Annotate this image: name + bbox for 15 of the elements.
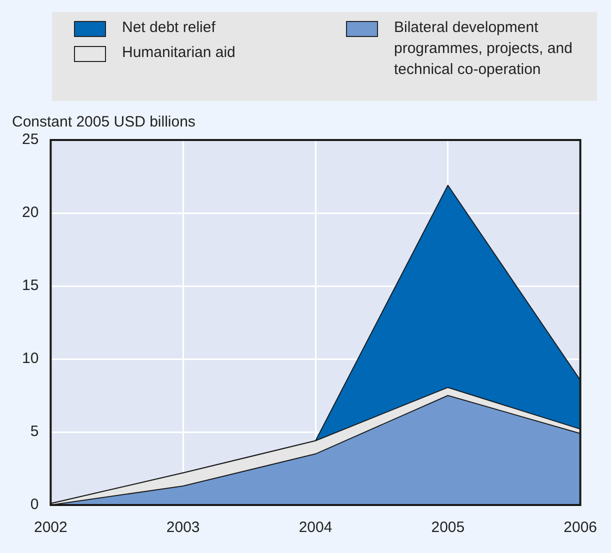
x-tick-label: 2006 — [564, 519, 598, 536]
x-tick-label: 2002 — [34, 519, 68, 536]
y-tick-label: 10 — [22, 350, 39, 368]
x-tick-label: 2003 — [166, 519, 200, 536]
y-tick-label: 0 — [30, 496, 39, 514]
x-tick-label: 2005 — [431, 519, 465, 536]
y-tick-label: 5 — [30, 423, 39, 440]
legend-label: Net debt relief — [122, 18, 216, 38]
x-tick-label: 2004 — [298, 519, 332, 536]
legend-label: Humanitarian aid — [122, 43, 236, 63]
y-tick-label: 25 — [22, 131, 39, 148]
legend-label: Bilateral development programmes, projects, and technical co-operation — [394, 18, 574, 80]
y-tick-label: 15 — [22, 277, 39, 294]
y-axis-title: Constant 2005 USD billions — [12, 114, 196, 131]
y-tick-label: 20 — [22, 204, 39, 222]
